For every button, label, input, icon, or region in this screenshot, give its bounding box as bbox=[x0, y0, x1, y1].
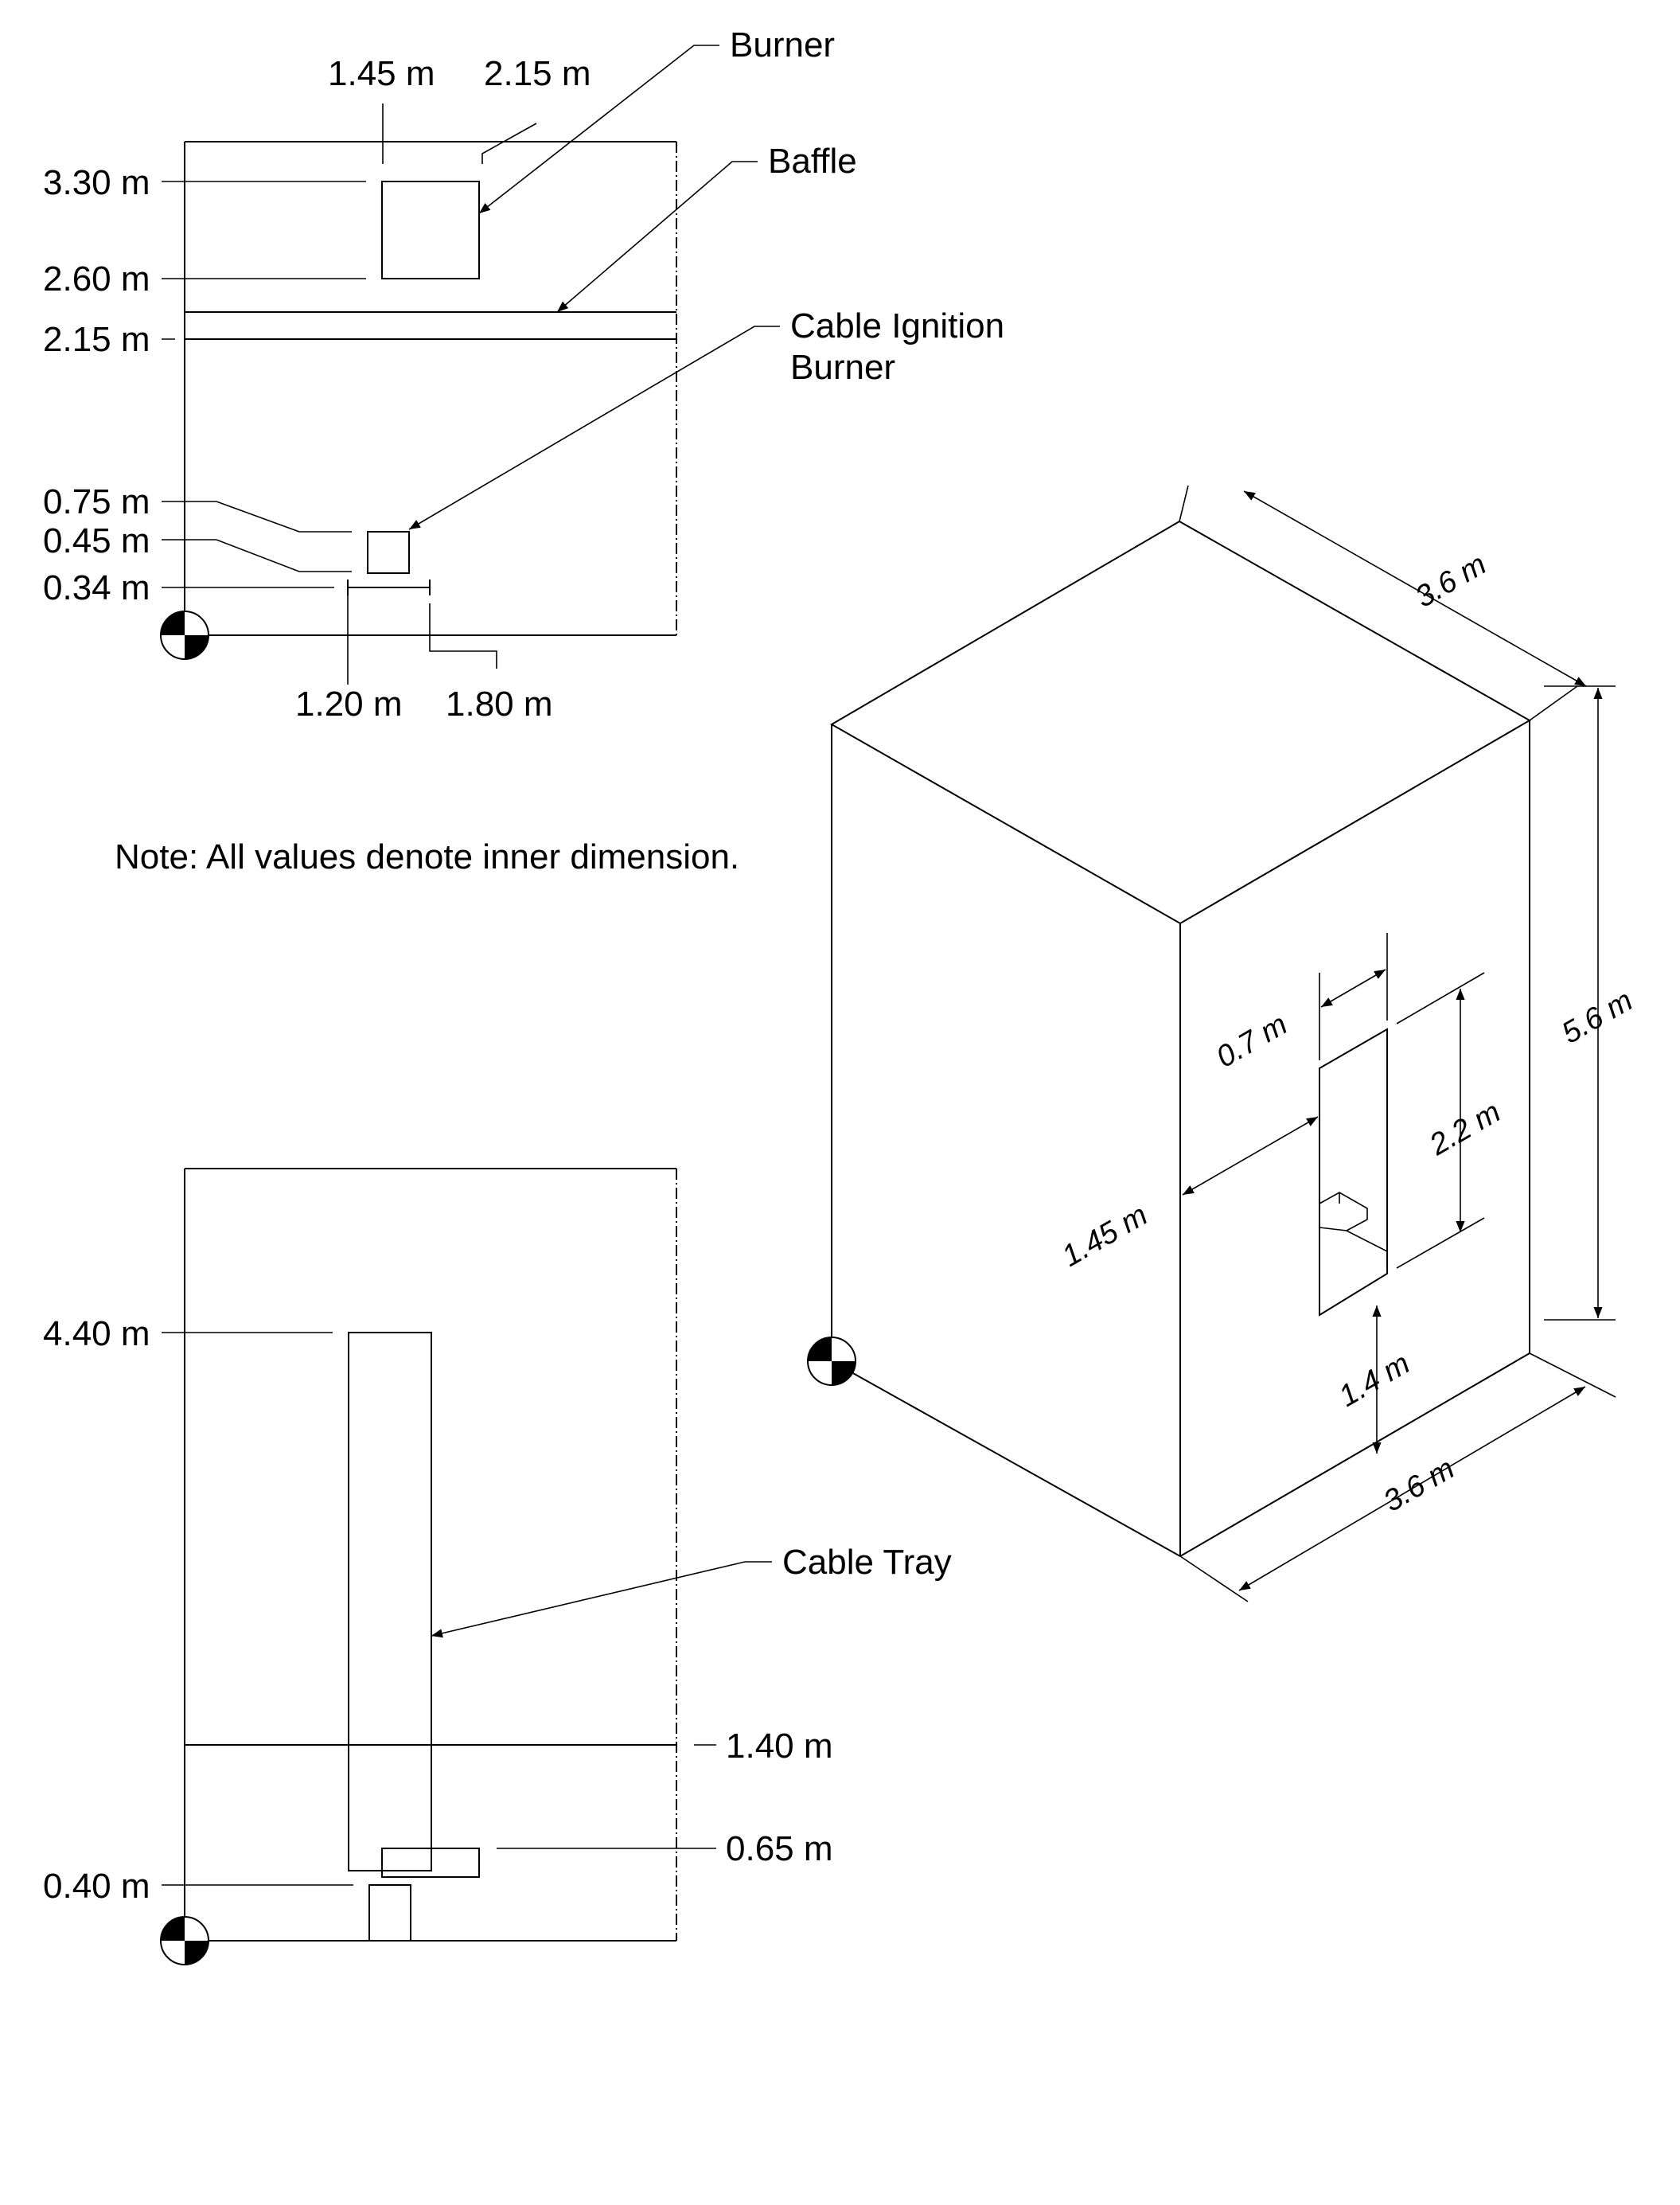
ignition-burner-box bbox=[381, 1848, 480, 1878]
dim-label-y-330: 3.30 m bbox=[43, 163, 150, 202]
iso-door-tray-2 bbox=[1319, 1227, 1388, 1252]
iso-dim-bottom-line bbox=[1238, 1386, 1586, 1591]
iso-dim-offset-label: 1.45 m bbox=[1057, 1198, 1154, 1273]
dim-215-leader bbox=[481, 123, 537, 164]
iso-dim-top-ext1 bbox=[1179, 485, 1189, 522]
top-view-outline bbox=[184, 142, 676, 636]
iso-dim-dh-ext1 bbox=[1396, 972, 1485, 1024]
iso-dim-top-ext2 bbox=[1529, 685, 1578, 721]
dim-label-x-120: 1.20 m bbox=[295, 685, 403, 724]
dim-label-y-140: 1.40 m bbox=[726, 1727, 833, 1766]
baffle-label: Baffle bbox=[768, 142, 857, 181]
dim-label-y-045: 0.45 m bbox=[43, 521, 150, 560]
dim-label-y-040: 0.40 m bbox=[43, 1867, 150, 1906]
dim-label-x-215: 2.15 m bbox=[484, 54, 591, 93]
burner-stand-box bbox=[368, 1884, 411, 1942]
cable-tray-label: Cable Tray bbox=[782, 1543, 952, 1582]
iso-bottom-left-edge bbox=[831, 1360, 1181, 1557]
iso-dim-offset-line bbox=[1182, 1116, 1319, 1196]
origin-marker-top bbox=[160, 611, 209, 660]
dim-180-leader bbox=[429, 603, 497, 669]
baffle-arrow bbox=[556, 161, 758, 313]
origin-marker-side bbox=[160, 1916, 209, 1965]
iso-dim-dh-ext2 bbox=[1396, 1217, 1485, 1269]
side-view: Cable Tray 4.40 m 1.40 m 0.65 m 0.40 m bbox=[43, 1168, 952, 1965]
top-view: Burner Baffle Cable Ignition Burner 1.45… bbox=[43, 25, 1004, 724]
cable-tray-box bbox=[348, 1332, 432, 1871]
origin-marker-iso bbox=[807, 1337, 856, 1386]
dim-label-y-440: 4.40 m bbox=[43, 1314, 150, 1353]
note-text: Note: All values denote inner dimension. bbox=[115, 837, 739, 876]
dim-label-y-065: 0.65 m bbox=[726, 1829, 833, 1868]
iso-dim-top-label: 3.6 m bbox=[1410, 548, 1492, 615]
dim-075-leader bbox=[162, 501, 352, 533]
iso-dim-bottom-ext2 bbox=[1529, 1352, 1616, 1398]
iso-dim-door-height-label: 2.2 m bbox=[1424, 1095, 1507, 1162]
iso-dim-top-line bbox=[1243, 490, 1587, 687]
cable-ignition-label-2: Burner bbox=[790, 348, 895, 387]
dim-label-y-215: 2.15 m bbox=[43, 320, 150, 359]
iso-door-tray-1 bbox=[1319, 1192, 1368, 1231]
dim-label-y-034: 0.34 m bbox=[43, 568, 150, 607]
iso-door-opening bbox=[1319, 1028, 1388, 1317]
iso-dim-bottom-ext1 bbox=[1179, 1555, 1249, 1602]
burner-box bbox=[381, 181, 480, 279]
dim-label-y-260: 2.60 m bbox=[43, 260, 150, 299]
iso-view: 3.6 m 5.6 m 3.6 m 0.7 m 1.45 m 2.2 m 1.4… bbox=[807, 485, 1639, 1602]
iso-dim-dw-line bbox=[1320, 969, 1386, 1008]
iso-dim-height-label: 5.6 m bbox=[1557, 984, 1639, 1051]
dim-045-leader bbox=[162, 539, 352, 572]
cable-ignition-burner-box bbox=[367, 531, 410, 574]
burner-arrow bbox=[478, 45, 719, 214]
iso-dim-door-width-label: 0.7 m bbox=[1211, 1008, 1293, 1075]
iso-dim-bottom-label: 3.6 m bbox=[1378, 1452, 1460, 1519]
dim-label-y-075: 0.75 m bbox=[43, 482, 150, 521]
burner-label: Burner bbox=[730, 25, 835, 64]
cable-ignition-label-1: Cable Ignition bbox=[790, 306, 1004, 345]
dim-label-x-180: 1.80 m bbox=[446, 685, 553, 724]
iso-dim-sill-label: 1.4 m bbox=[1334, 1347, 1416, 1414]
cable-tray-arrow bbox=[431, 1561, 772, 1638]
cable-ignition-arrow bbox=[408, 326, 780, 530]
dim-label-x-145: 1.45 m bbox=[328, 54, 435, 93]
